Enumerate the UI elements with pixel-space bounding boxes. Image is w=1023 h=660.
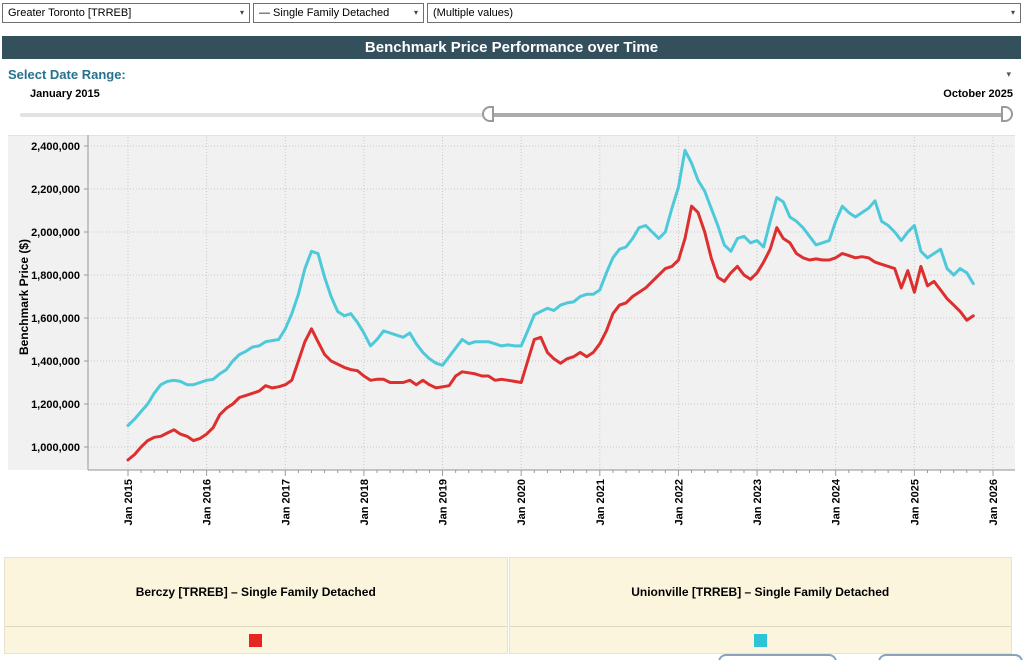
chevron-down-icon: ▾ [1010,8,1015,17]
svg-text:1,000,000: 1,000,000 [31,442,80,454]
community-dropdown-value: (Multiple values) [433,7,514,19]
svg-text:Jan 2015: Jan 2015 [123,479,135,525]
x-axis-band [8,470,1015,555]
svg-text:1,400,000: 1,400,000 [31,356,80,368]
page-title: Benchmark Price Performance over Time [364,39,659,56]
chevron-down-icon: ▾ [413,8,418,17]
legend-item-unionville[interactable]: Unionville [TRREB] – Single Family Detac… [508,557,1012,654]
berczy-color-swatch[interactable] [249,633,263,647]
cutoff-panel-right[interactable] [878,654,1023,660]
svg-text:Jan 2020: Jan 2020 [516,479,528,525]
date-range-label: Select Date Range: [8,67,126,82]
chevron-down-icon: ▾ [239,8,244,17]
date-range-end: October 2025 [943,88,1013,100]
legend: Berczy [TRREB] – Single Family Detached … [4,557,1012,654]
property-type-dropdown-value: — Single Family Detached [259,7,390,19]
svg-text:Jan 2018: Jan 2018 [359,479,371,525]
svg-text:Benchmark Price ($): Benchmark Price ($) [17,239,31,355]
legend-label: Unionville [TRREB] – Single Family Detac… [509,558,1011,627]
property-type-dropdown[interactable]: — Single Family Detached ▾ [253,3,424,23]
svg-text:Jan 2016: Jan 2016 [202,479,214,525]
cutoff-panel-left[interactable] [718,654,837,660]
slider-track-selected[interactable] [486,113,1010,117]
date-range-menu-caret-icon[interactable]: ▾ [1006,69,1011,79]
slider-track-unselected[interactable] [20,113,486,117]
plot-area[interactable] [8,135,1015,470]
date-range-start: January 2015 [30,88,100,100]
svg-text:Jan 2026: Jan 2026 [988,479,1000,525]
svg-text:Jan 2023: Jan 2023 [752,479,764,525]
svg-text:Jan 2022: Jan 2022 [673,479,685,525]
slider-handle-right[interactable] [1001,106,1013,122]
unionville-color-swatch[interactable] [753,633,767,647]
legend-label: Berczy [TRREB] – Single Family Detached [5,558,507,627]
community-dropdown[interactable]: (Multiple values) ▾ [427,3,1021,23]
svg-text:1,800,000: 1,800,000 [31,270,80,282]
svg-text:2,000,000: 2,000,000 [31,227,80,239]
chart-title-bar: Benchmark Price Performance over Time [2,36,1021,59]
svg-text:2,400,000: 2,400,000 [31,141,80,153]
svg-text:1,600,000: 1,600,000 [31,313,80,325]
svg-text:2,200,000: 2,200,000 [31,184,80,196]
benchmark-price-chart: 1,000,000 1,200,000 1,400,000 1,600,000 1,80… [8,135,1015,555]
svg-text:Jan 2025: Jan 2025 [909,479,921,525]
svg-text:Jan 2019: Jan 2019 [438,479,450,525]
region-dropdown-value: Greater Toronto [TRREB] [8,7,132,19]
region-dropdown[interactable]: Greater Toronto [TRREB] ▾ [2,3,250,23]
line-chart-canvas: 1,000,000 1,200,000 1,400,000 1,600,000 1,80… [17,135,1015,525]
svg-text:1,200,000: 1,200,000 [31,399,80,411]
slider-handle-left[interactable] [482,106,494,122]
legend-item-berczy[interactable]: Berczy [TRREB] – Single Family Detached [4,557,508,654]
svg-text:Jan 2021: Jan 2021 [595,479,607,525]
svg-text:Jan 2017: Jan 2017 [280,479,292,525]
svg-text:Jan 2024: Jan 2024 [831,478,843,525]
